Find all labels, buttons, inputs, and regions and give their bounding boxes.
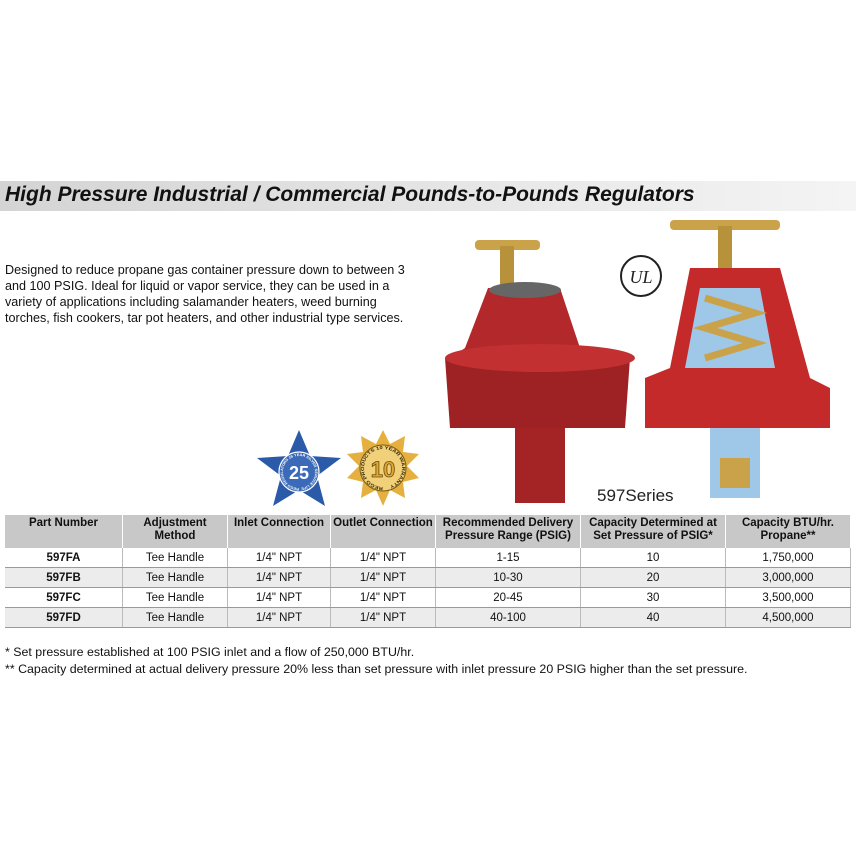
regulator-cutaway-image	[645, 220, 830, 498]
set-pressure: 10	[580, 548, 726, 568]
header-part-number: Part Number	[5, 515, 123, 548]
part-number: 597FD	[5, 607, 123, 628]
set-pressure: 20	[580, 567, 726, 588]
footnote-capacity: ** Capacity determined at actual deliver…	[5, 662, 748, 676]
header-set-pressure: Capacity Determined at Set Pressure of P…	[580, 515, 726, 548]
table-header-row: Part Number Adjustment Method Inlet Conn…	[5, 515, 851, 548]
inlet: 1/4" NPT	[227, 587, 331, 608]
inlet: 1/4" NPT	[227, 607, 331, 628]
regulator-image	[445, 240, 635, 503]
10-year-warranty-badge: REGO PRODUCTS 10 YEAR WARRANTY 10	[347, 430, 419, 506]
set-pressure: 30	[580, 587, 726, 608]
header-adjustment-method: Adjustment Method	[122, 515, 228, 548]
header-capacity: Capacity BTU/hr. Propane**	[725, 515, 851, 548]
table-row: 597FD Tee Handle 1/4" NPT 1/4" NPT 40-100 40 4…	[5, 607, 851, 628]
delivery-range: 40-100	[435, 607, 581, 628]
adjustment-method: Tee Handle	[122, 587, 228, 608]
footnote-set-pressure: * Set pressure established at 100 PSIG i…	[5, 645, 415, 659]
table-row: 597FA Tee Handle 1/4" NPT 1/4" NPT 1-15 10 1,7…	[5, 548, 851, 568]
table-row: 597FB Tee Handle 1/4" NPT 1/4" NPT 10-30 20 3,…	[5, 567, 851, 588]
inlet: 1/4" NPT	[227, 548, 331, 568]
ul-logo: UL	[620, 255, 662, 297]
page-title: High Pressure Industrial / Commercial Po…	[5, 183, 695, 206]
header-outlet-connection: Outlet Connection	[330, 515, 436, 548]
part-number: 597FA	[5, 548, 123, 568]
star-badge-number: 25	[289, 463, 309, 483]
sun-badge-number: 10	[371, 457, 395, 482]
part-number: 597FB	[5, 567, 123, 588]
adjustment-method: Tee Handle	[122, 567, 228, 588]
capacity: 4,500,000	[725, 607, 851, 628]
header-inlet-connection: Inlet Connection	[227, 515, 331, 548]
delivery-range: 10-30	[435, 567, 581, 588]
series-label: 597Series	[597, 486, 674, 505]
capacity: 3,500,000	[725, 587, 851, 608]
capacity: 3,000,000	[725, 567, 851, 588]
capacity: 1,750,000	[725, 548, 851, 568]
delivery-range: 1-15	[435, 548, 581, 568]
title-band	[0, 181, 856, 211]
description: Designed to reduce propane gas container…	[5, 263, 405, 325]
svg-text:UL: UL	[629, 267, 652, 287]
outlet: 1/4" NPT	[330, 607, 436, 628]
specifications-table: Part Number Adjustment Method Inlet Conn…	[5, 515, 851, 628]
outlet: 1/4" NPT	[330, 567, 436, 588]
set-pressure: 40	[580, 607, 726, 628]
outlet: 1/4" NPT	[330, 548, 436, 568]
inlet: 1/4" NPT	[227, 567, 331, 588]
adjustment-method: Tee Handle	[122, 607, 228, 628]
25-year-star-badge: REGO REGULATORS 25 YEAR SILVER SERVICE L…	[257, 430, 341, 506]
part-number: 597FC	[5, 587, 123, 608]
adjustment-method: Tee Handle	[122, 548, 228, 568]
delivery-range: 20-45	[435, 587, 581, 608]
header-delivery-pressure: Recommended Delivery Pressure Range (PSI…	[435, 515, 581, 548]
table-row: 597FC Tee Handle 1/4" NPT 1/4" NPT 20-45 30 3,…	[5, 587, 851, 608]
outlet: 1/4" NPT	[330, 587, 436, 608]
